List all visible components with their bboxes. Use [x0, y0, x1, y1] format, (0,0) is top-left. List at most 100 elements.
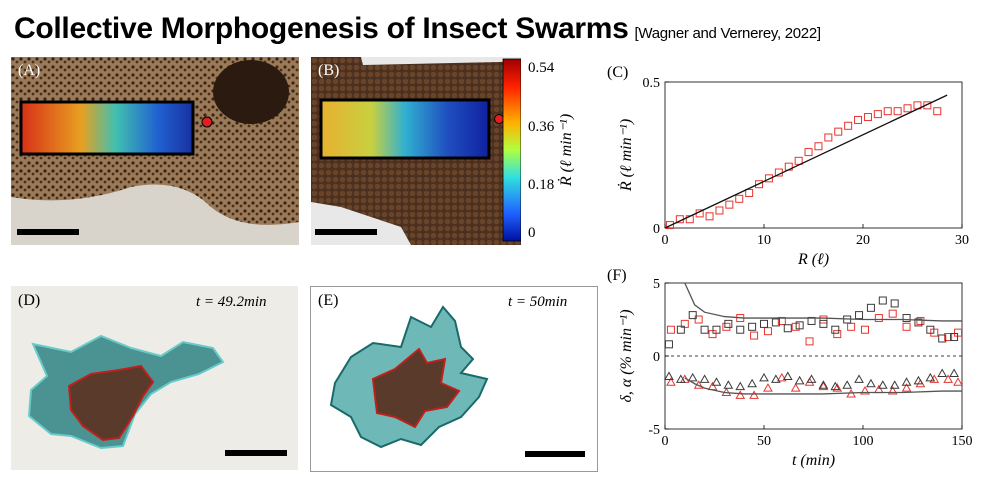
x-axis-label: t (min) — [792, 452, 835, 469]
panel-b-image — [311, 57, 595, 245]
panel-f-label: (F) — [607, 267, 627, 284]
data-point-triangle — [806, 374, 817, 383]
data-point-square — [923, 101, 932, 110]
x-tick-label: 10 — [757, 233, 771, 248]
y-axis-label: δ, α (% min⁻¹) — [618, 309, 635, 402]
citation: [Wagner and Vernerey, 2022] — [634, 25, 822, 42]
data-point-square — [883, 107, 892, 116]
data-point-square — [763, 327, 772, 336]
data-point-square — [866, 303, 875, 312]
data-point-triangle — [866, 378, 876, 388]
x-tick-label: 100 — [853, 434, 874, 449]
data-point-triangle — [901, 377, 912, 386]
data-point-square — [712, 325, 721, 334]
panel-e-image — [329, 305, 585, 457]
data-point-square — [805, 337, 814, 346]
panel-e-time: t = 50min — [508, 294, 568, 310]
data-point-square — [750, 331, 759, 340]
data-point-triangle — [735, 381, 746, 391]
data-point-square — [847, 322, 856, 331]
data-point-square — [878, 296, 887, 305]
x-tick-label: 50 — [757, 434, 771, 449]
x-tick-label: 0 — [662, 434, 669, 449]
data-point-square — [771, 318, 780, 327]
data-point-triangle — [943, 374, 954, 383]
data-point-triangle — [776, 372, 787, 382]
data-point-triangle — [901, 383, 912, 392]
data-point-square — [725, 200, 734, 209]
panel-a-photo — [11, 57, 299, 245]
data-point-triangle — [949, 368, 959, 378]
data-point-triangle — [771, 374, 781, 383]
data-point-square — [694, 315, 703, 324]
data-point-square — [926, 325, 935, 334]
data-point-square — [715, 206, 724, 215]
data-point-square — [700, 325, 709, 334]
data-point-square — [748, 322, 757, 331]
colorbar-tick: 0.36 — [528, 119, 555, 135]
data-point-triangle — [749, 390, 759, 399]
panel-e-label: (E) — [318, 292, 339, 309]
data-point-square — [893, 107, 902, 116]
data-point-square — [903, 104, 912, 113]
data-point-square — [676, 325, 685, 334]
data-point-triangle — [830, 381, 841, 391]
data-point-triangle — [832, 383, 843, 392]
data-point-square — [794, 156, 803, 165]
data-point-square — [824, 133, 833, 142]
x-tick-label: 0 — [662, 233, 669, 248]
data-point-triangle — [675, 374, 686, 383]
data-point-triangle — [687, 372, 698, 382]
panel-d-photo — [11, 286, 298, 470]
panel-c-label: (C) — [607, 64, 629, 81]
data-point-square — [902, 322, 911, 331]
panel-e-simulation — [310, 286, 598, 472]
data-point-square — [722, 322, 731, 331]
y-tick-label: 5 — [653, 277, 660, 292]
data-point-square — [890, 299, 899, 308]
data-point-triangle — [711, 377, 722, 386]
data-point-square — [916, 316, 925, 325]
data-point-square — [933, 107, 942, 116]
data-point-triangle — [925, 372, 936, 382]
data-point-triangle — [854, 374, 864, 383]
panel-d-image — [11, 286, 298, 470]
x-tick-label: 150 — [952, 434, 973, 449]
data-point-square — [844, 121, 853, 130]
data-point-square — [914, 318, 923, 327]
y-tick-label: 0 — [653, 350, 660, 365]
x-tick-label: 20 — [856, 233, 870, 248]
panel-d-time: t = 49.2min — [196, 294, 267, 310]
data-point-triangle — [953, 377, 963, 386]
data-point-triangle — [794, 375, 805, 385]
data-point-square — [831, 325, 840, 334]
data-point-square — [833, 330, 842, 339]
colorbar-tick: 0 — [528, 225, 536, 241]
data-point-square — [855, 311, 864, 320]
data-point-triangle — [818, 381, 829, 391]
data-point-triangle — [887, 386, 898, 395]
x-axis-label: R (ℓ) — [797, 251, 829, 268]
data-point-triangle — [664, 371, 674, 380]
data-point-triangle — [790, 383, 801, 392]
data-point-square — [804, 148, 813, 157]
data-point-triangle — [759, 372, 769, 382]
data-point-square — [863, 113, 872, 122]
data-point-square — [860, 325, 869, 334]
data-point-triangle — [873, 384, 884, 394]
data-point-triangle — [735, 390, 746, 399]
data-point-triangle — [699, 374, 710, 383]
data-point-triangle — [889, 380, 900, 389]
chart-c: 0 10 20 30 0 0.5 R (ℓ) Ṙ (ℓ min⁻¹) — [617, 76, 969, 268]
data-point-square — [873, 110, 882, 119]
data-point-square — [755, 180, 764, 189]
data-point-square — [938, 334, 947, 343]
data-point-square — [944, 333, 953, 342]
data-point-square — [735, 194, 744, 203]
panel-a-image — [11, 57, 299, 245]
panel-b-label: (B) — [318, 62, 340, 79]
data-point-square — [950, 333, 959, 342]
panel-a-label: (A) — [18, 62, 41, 79]
data-point-square — [736, 325, 745, 334]
data-point-triangle — [763, 383, 773, 392]
